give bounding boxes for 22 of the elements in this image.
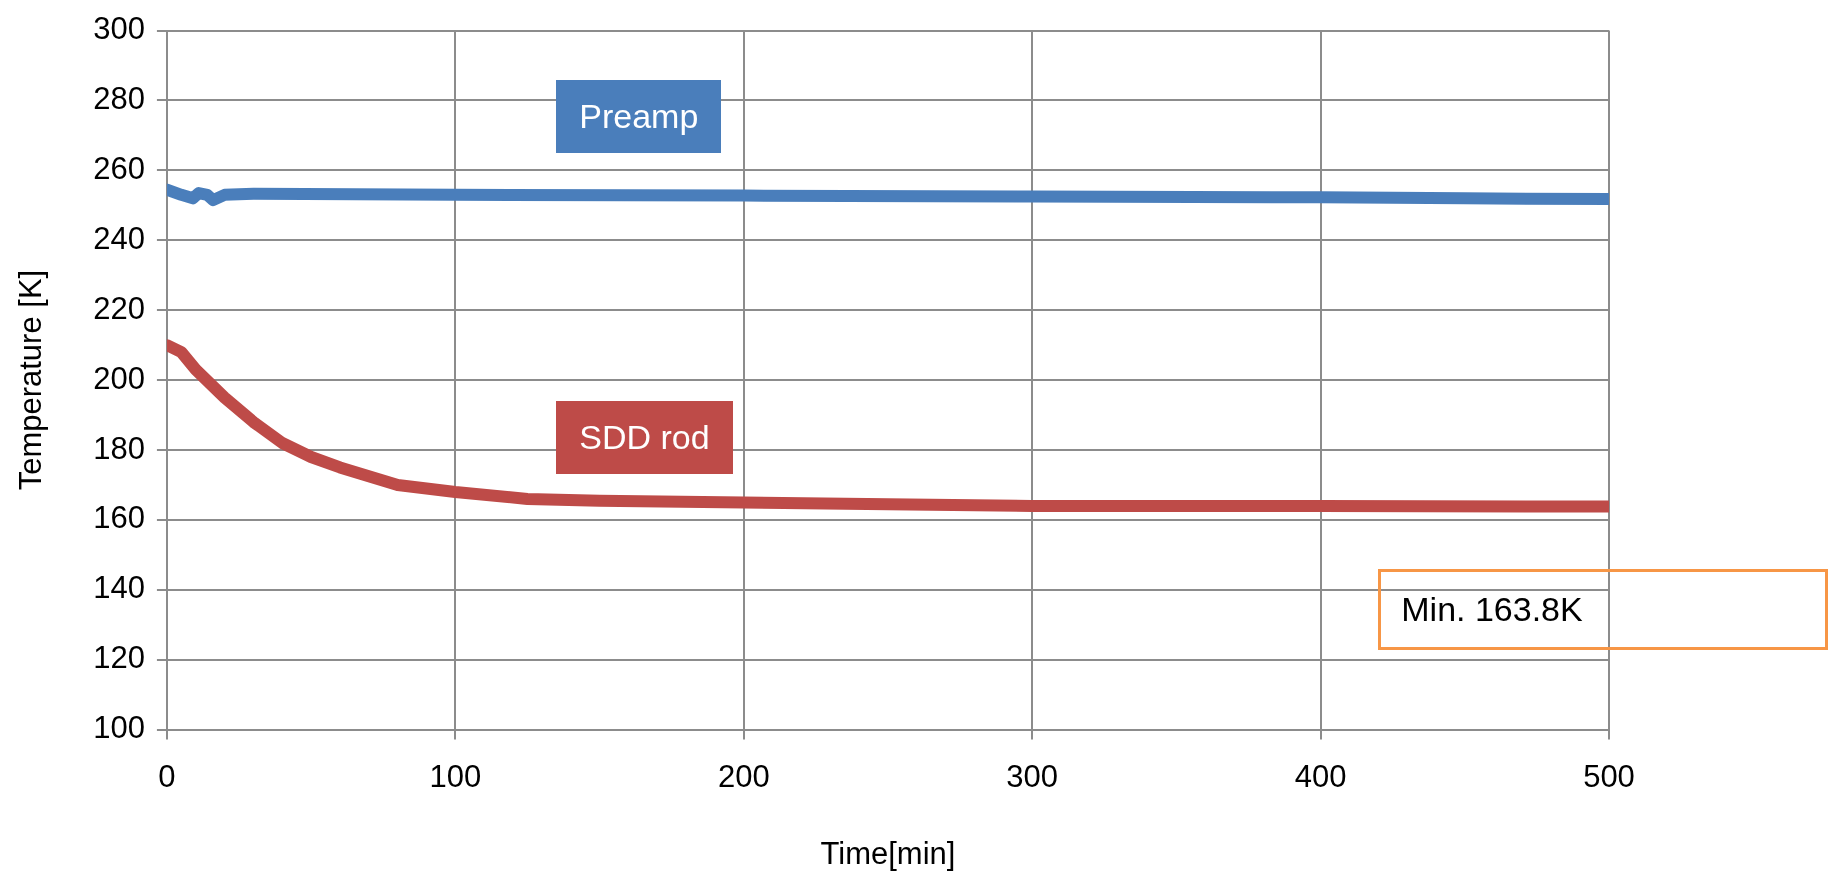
x-tick-label: 500 (1583, 758, 1635, 794)
x-tick-label: 200 (717, 758, 770, 794)
x-tick-label: 400 (1294, 758, 1347, 794)
x-tick-label: 100 (429, 758, 482, 794)
x-tick-label: 0 (158, 758, 176, 794)
x-axis-title: Time[min] (820, 835, 956, 871)
y-tick-label: 120 (93, 640, 145, 676)
y-tick-label: 160 (93, 500, 145, 536)
y-tick-label: 300 (93, 11, 145, 47)
annotation: Min. 163.8K (1378, 568, 1829, 650)
y-tick-label: 280 (93, 81, 145, 117)
y-tick-label: 220 (93, 290, 145, 326)
series-label: SDD rod (556, 401, 733, 475)
x-tick-label: 300 (1006, 758, 1059, 794)
y-tick-label: 140 (93, 570, 145, 606)
y-tick-label: 200 (93, 360, 145, 396)
y-axis-title: Temperature [K] (13, 269, 49, 491)
y-tick-label: 180 (93, 430, 145, 466)
series-label: Preamp (556, 79, 722, 153)
y-tick-label: 240 (93, 220, 145, 256)
y-tick-label: 100 (93, 710, 145, 746)
y-tick-label: 260 (93, 150, 145, 186)
